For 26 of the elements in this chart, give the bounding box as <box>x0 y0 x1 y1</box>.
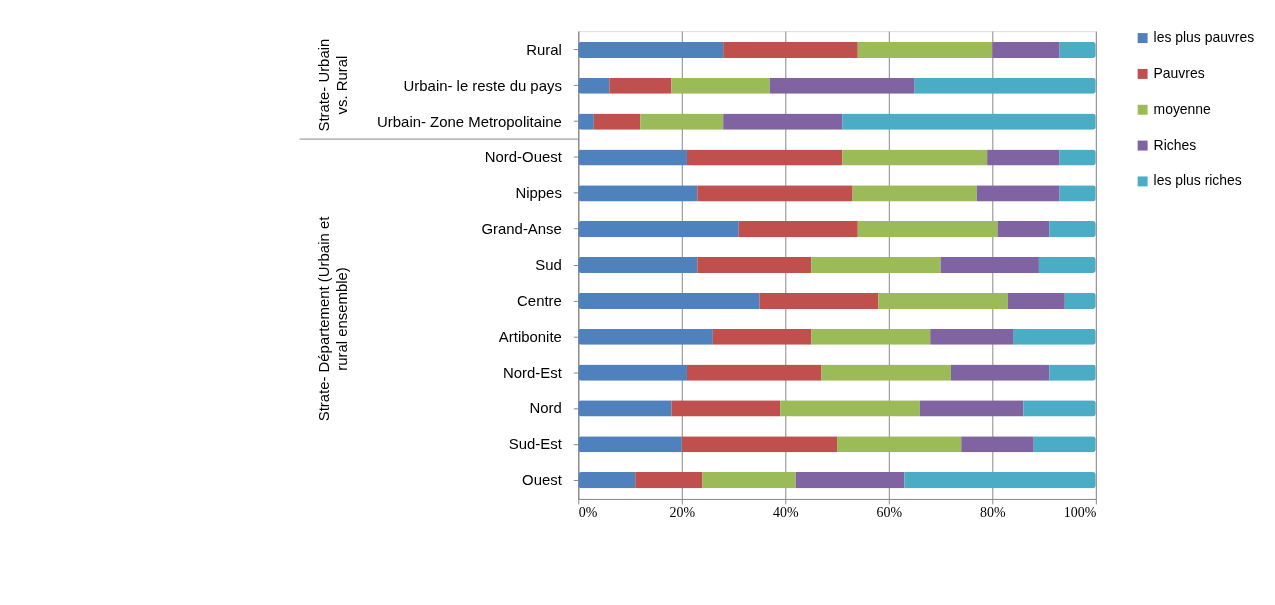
y-tick-label: Nord-Ouest <box>484 148 563 166</box>
y-tick-label: Nord-Est <box>503 363 563 381</box>
text: Strate- Département (Urbain et rural ensemble) <box>315 215 351 422</box>
y-tick-label: Rural <box>526 40 562 58</box>
legend-label: Pauvres <box>1153 64 1205 81</box>
y-tick-label: Urbain- Zone Metropolitaine <box>377 112 562 130</box>
text: Strate- Urbain vs. Rural <box>315 38 351 132</box>
x-tick-label: 40% <box>773 505 799 521</box>
legend-label: les plus pauvres <box>1153 29 1255 46</box>
legend-label: les plus riches <box>1153 172 1242 189</box>
y-tick-label: Urbain- le reste du pays <box>403 76 562 94</box>
legend-label: moyenne <box>1153 100 1212 117</box>
y-tick-label: Artibonite <box>498 327 562 345</box>
y-tick-label: Sud-Est <box>508 435 563 453</box>
x-tick-label: 100% <box>1063 505 1097 521</box>
y-tick-label: Grand-Anse <box>481 220 562 238</box>
y-tick-label: Nord <box>529 399 562 417</box>
x-tick-label: 80% <box>980 505 1006 521</box>
x-tick-label: 0% <box>578 505 598 521</box>
y-tick-label: Nippes <box>515 184 562 202</box>
x-tick-label: 20% <box>669 505 696 521</box>
y-tick-label: Ouest <box>522 471 563 489</box>
y-tick-label: Sud <box>535 256 562 273</box>
y-tick-label: Centre <box>517 291 562 309</box>
legend-label: Riches <box>1153 136 1197 153</box>
x-tick-label: 60% <box>876 505 903 521</box>
